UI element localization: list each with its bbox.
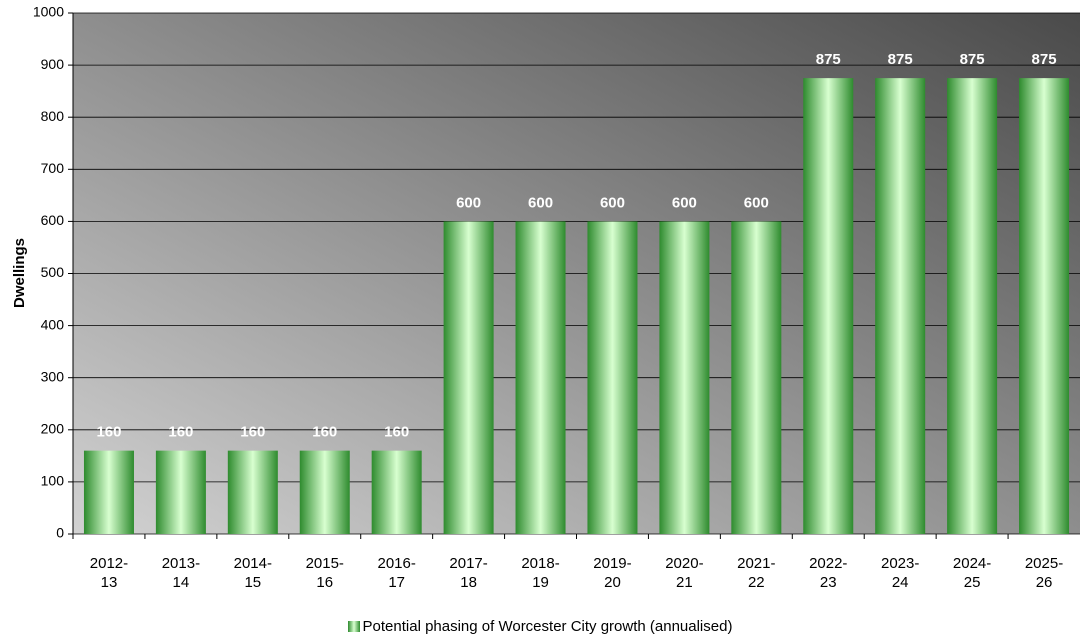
bar [227, 450, 278, 534]
bar [659, 221, 710, 534]
y-tick-label: 0 [56, 525, 64, 541]
y-tick-label: 300 [41, 368, 65, 384]
bar [587, 221, 638, 534]
x-tick-label: 2019-20 [593, 555, 632, 591]
x-tick-label: 2020-21 [665, 555, 704, 591]
bar [731, 221, 782, 534]
x-tick-label: 2017-18 [449, 555, 488, 591]
data-label: 600 [672, 194, 697, 211]
data-label: 160 [240, 424, 265, 441]
data-label: 875 [1032, 51, 1057, 68]
bar [371, 450, 422, 534]
bar [947, 78, 998, 534]
y-tick-label: 1000 [33, 4, 64, 20]
bar [443, 221, 494, 534]
y-tick-label: 200 [41, 421, 65, 437]
y-axis-label: Dwellings [11, 238, 28, 308]
data-label: 875 [960, 51, 985, 68]
data-label: 600 [600, 194, 625, 211]
data-label: 600 [528, 194, 553, 211]
y-tick-label: 100 [41, 473, 65, 489]
data-label: 600 [744, 194, 769, 211]
data-label: 875 [888, 51, 913, 68]
x-tick-label: 2014-15 [233, 555, 272, 591]
legend-label: Potential phasing of Worcester City grow… [362, 618, 733, 635]
x-tick-label: 2024-25 [952, 555, 992, 591]
x-tick-label: 2013-14 [161, 555, 201, 591]
y-tick-label: 900 [41, 56, 65, 72]
data-label: 875 [816, 51, 841, 68]
y-tick-label: 800 [41, 108, 65, 124]
x-tick-label: 2018-19 [521, 555, 560, 591]
bar [299, 450, 350, 534]
y-tick-label: 700 [41, 160, 65, 176]
bar [875, 78, 926, 534]
data-label: 160 [168, 424, 193, 441]
y-tick-label: 500 [41, 264, 65, 280]
y-tick-label: 600 [41, 212, 65, 228]
data-label: 600 [456, 194, 481, 211]
x-tick-label: 2015-16 [305, 555, 344, 591]
data-label: 160 [384, 424, 409, 441]
bar [155, 450, 206, 534]
legend: Potential phasing of Worcester City grow… [0, 618, 1080, 635]
data-label: 160 [96, 424, 121, 441]
legend-swatch [347, 621, 360, 632]
x-tick-label: 2025-26 [1024, 555, 1064, 591]
x-tick-label: 2016-17 [377, 555, 416, 591]
bar [1019, 78, 1070, 534]
x-tick-label: 2012-13 [89, 555, 129, 591]
bar [515, 221, 566, 534]
data-label: 160 [312, 424, 337, 441]
x-tick-label: 2022-23 [809, 555, 848, 591]
x-tick-label: 2021-22 [737, 555, 776, 591]
bar [83, 450, 134, 534]
y-tick-label: 400 [41, 316, 65, 332]
bar [803, 78, 854, 534]
x-tick-label: 2023-24 [880, 555, 920, 591]
